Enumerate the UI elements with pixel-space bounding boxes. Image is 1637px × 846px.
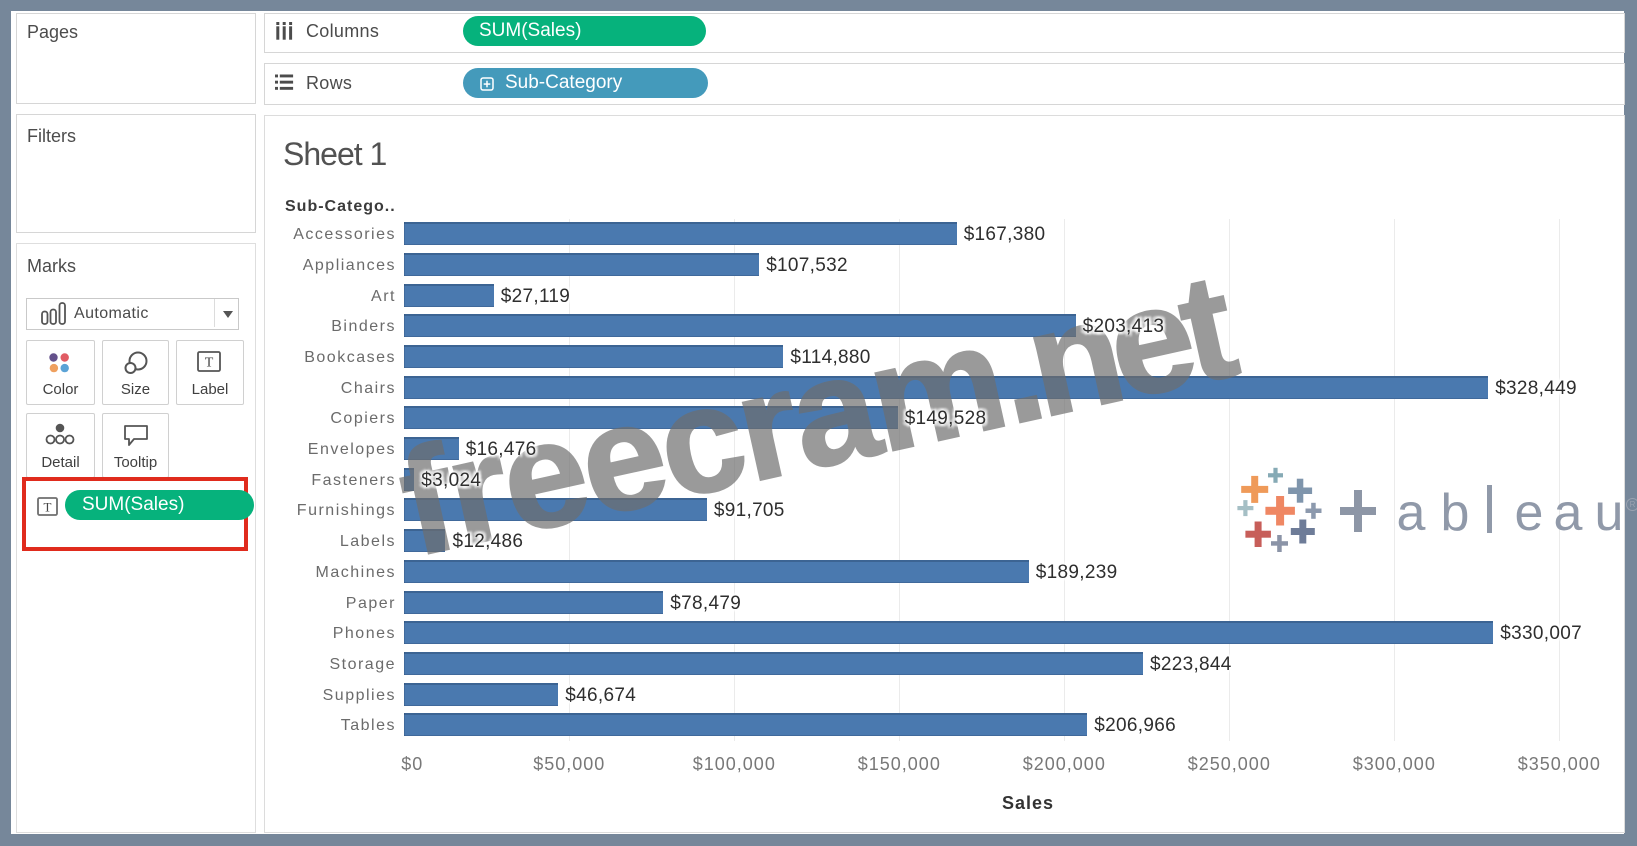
svg-text:T: T xyxy=(44,500,52,515)
svg-text:T: T xyxy=(205,356,214,371)
